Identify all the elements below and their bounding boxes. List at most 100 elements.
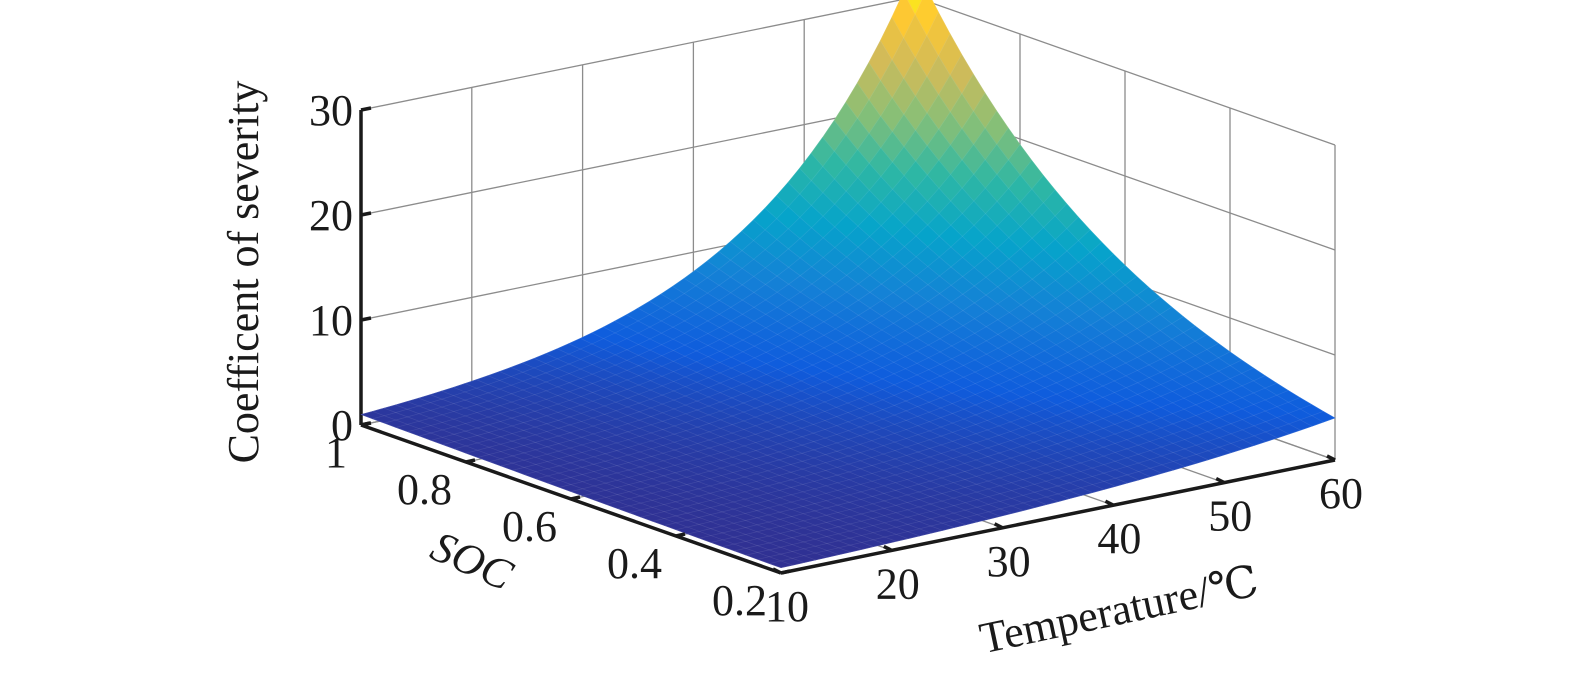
mesh-line xyxy=(524,216,1079,475)
mesh-line xyxy=(487,375,909,539)
mesh-line xyxy=(442,110,997,445)
mesh-line xyxy=(522,362,943,531)
mesh-line xyxy=(734,390,1289,552)
x-tick-mark xyxy=(772,567,782,575)
mesh-line xyxy=(626,314,1047,505)
mesh-line xyxy=(535,229,1091,480)
mesh-line xyxy=(868,62,1289,435)
z-tick-mark xyxy=(360,211,372,217)
mesh-line xyxy=(675,351,1231,531)
x-axis-line xyxy=(780,458,1336,575)
mesh-line xyxy=(512,203,1067,471)
mesh-line xyxy=(407,401,828,558)
mesh-line xyxy=(822,137,1243,450)
mesh-line xyxy=(372,0,923,420)
mesh-line xyxy=(418,397,839,556)
mesh-line xyxy=(383,407,805,563)
mesh-line xyxy=(453,387,874,548)
mesh-line xyxy=(753,219,1174,471)
z-tick-mark xyxy=(360,106,372,112)
mesh-line xyxy=(722,382,1277,548)
mesh-line xyxy=(857,82,1278,439)
mesh-line xyxy=(649,300,1070,499)
mesh-line xyxy=(603,326,1024,511)
mesh-line xyxy=(465,144,1021,454)
grid-line xyxy=(360,101,916,216)
surface-patch xyxy=(769,560,793,569)
y-tick-label: 0.4 xyxy=(607,539,662,588)
mesh-line xyxy=(687,359,1242,535)
mesh-line xyxy=(533,358,955,528)
mesh-line xyxy=(605,296,1161,505)
mesh-line xyxy=(617,306,1172,509)
x-tick-label: 30 xyxy=(987,537,1031,586)
mesh-line xyxy=(664,343,1219,526)
x-tick-label: 50 xyxy=(1208,492,1252,541)
grid-line xyxy=(921,0,1336,146)
x-tick-label: 40 xyxy=(1097,514,1141,563)
mesh-line xyxy=(730,241,1151,477)
z-tick-mark xyxy=(360,316,372,322)
y-tick-mark xyxy=(360,421,371,427)
x-tick-mark xyxy=(1104,499,1115,507)
y-tick-label: 1 xyxy=(325,428,347,477)
surface-patch xyxy=(907,0,923,15)
z-tick-label: 10 xyxy=(309,296,353,345)
mesh-line xyxy=(629,316,1184,514)
mesh-line xyxy=(907,0,1324,423)
tick-labels: 0 10 20 30 0.2 0.4 0.6 0.8 1 10 20 30 40 50 60 xyxy=(309,86,1363,631)
mesh-line xyxy=(510,367,932,534)
mesh-line xyxy=(547,241,1102,484)
mesh-line xyxy=(372,411,793,566)
y-tick-label: 0.6 xyxy=(502,502,557,551)
mesh-line xyxy=(476,379,897,542)
mesh-line xyxy=(810,153,1232,454)
z-axis-label: Coefficent of severity xyxy=(219,81,268,464)
mesh-line xyxy=(776,195,1197,464)
mesh-line xyxy=(891,17,1313,427)
mesh-line xyxy=(637,307,1059,502)
mesh-line xyxy=(545,353,966,526)
mesh-line xyxy=(582,276,1137,497)
mesh-line xyxy=(557,348,978,523)
x-tick-label: 60 xyxy=(1319,469,1363,518)
mesh-line xyxy=(672,286,1093,493)
mesh-line xyxy=(430,394,851,553)
mesh-line xyxy=(594,286,1149,501)
mesh-line xyxy=(489,175,1044,463)
mesh-line xyxy=(500,189,1056,467)
x-tick-mark xyxy=(1215,477,1225,485)
mesh-line xyxy=(464,383,885,545)
y-tick-label: 0.8 xyxy=(397,465,452,514)
mesh-line xyxy=(764,207,1186,468)
mesh-line xyxy=(683,278,1105,490)
surface xyxy=(360,0,1336,569)
z-tick-label: 0 xyxy=(331,401,353,450)
mesh-line xyxy=(419,73,974,437)
grid-line xyxy=(360,0,904,111)
mesh-line xyxy=(741,230,1163,474)
mesh-line xyxy=(614,320,1036,508)
mesh-line xyxy=(395,33,951,428)
mesh-line xyxy=(745,397,1301,556)
mesh-line xyxy=(757,404,1312,560)
mesh-line xyxy=(660,293,1082,496)
mesh-line xyxy=(360,414,782,569)
x-tick-label: 20 xyxy=(876,559,920,608)
y-tick-label: 0.2 xyxy=(712,576,767,625)
z-tick-label: 20 xyxy=(309,191,353,240)
y-tick-mark xyxy=(465,458,476,464)
mesh-line xyxy=(769,411,1324,564)
mesh-line xyxy=(454,127,1009,450)
mesh-line xyxy=(718,251,1139,481)
mesh-line xyxy=(559,253,1114,488)
mesh-line xyxy=(568,343,989,520)
mesh-line xyxy=(652,334,1207,522)
mesh-line xyxy=(580,338,1001,517)
mesh-line xyxy=(360,0,901,415)
mesh-line xyxy=(591,332,1012,514)
x-tick-mark xyxy=(883,544,893,552)
y-tick-mark xyxy=(675,532,686,538)
mesh-line xyxy=(695,269,1116,487)
